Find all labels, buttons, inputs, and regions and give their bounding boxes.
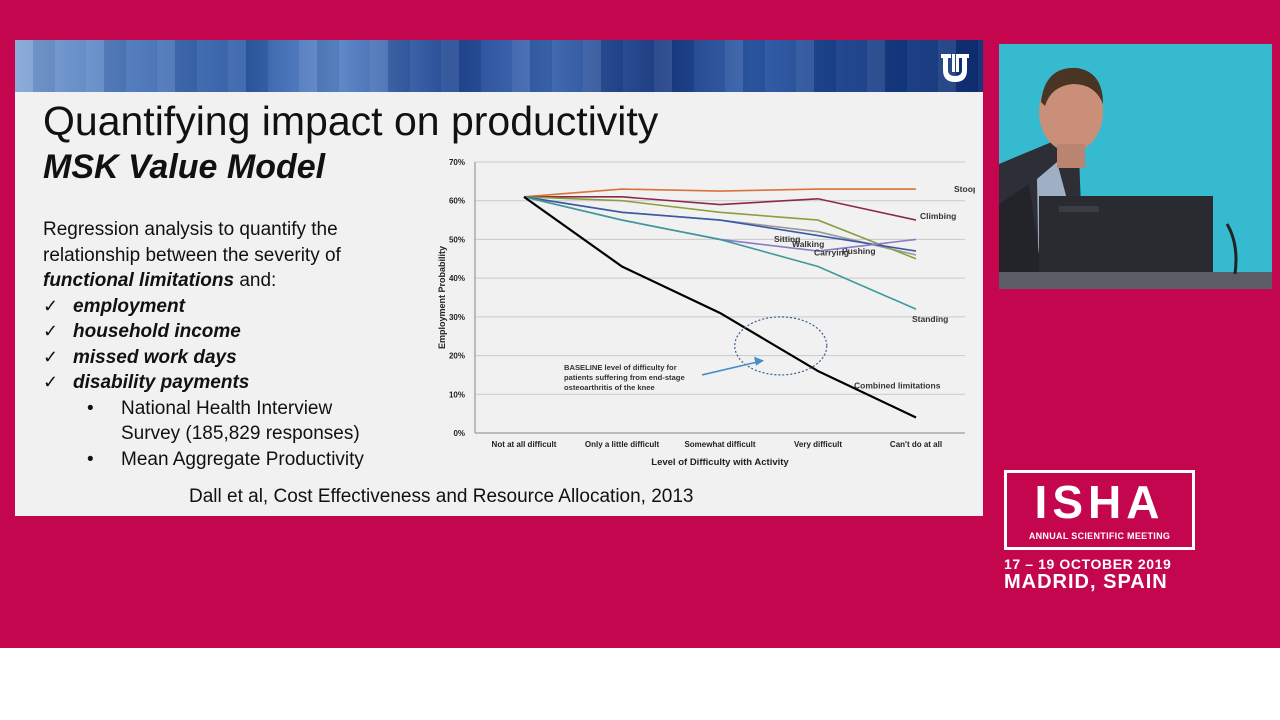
baseline-ellipse [734,316,828,376]
university-logo-icon [941,54,969,82]
series-label: Carrying [814,247,849,257]
bullet-text: Survey (185,829 responses) [121,423,360,444]
speaker-neck [1057,144,1085,168]
series-label: Combined limitations [854,381,941,391]
laptop-screen [1039,196,1213,276]
check-icon: ✓ [43,346,59,367]
check-icon: ✓ [43,321,59,341]
y-tick-label: 70% [449,158,465,167]
series-label: Walking [792,239,824,249]
x-tick-label: Only a little difficult [585,440,660,449]
slide-title: Quantifying impact on productivity [43,98,659,144]
y-tick-label: 10% [449,390,465,399]
slide-subtitle: MSK Value Model [43,148,326,186]
checklist-label: disability payments [73,372,250,393]
annotation-text: BASELINE level of difficulty for [564,363,677,372]
y-tick-label: 30% [449,313,465,322]
conference-logo: ISHA ANNUAL SCIENTIFIC MEETING [1004,470,1195,550]
slide-body: Regression analysis to quantify the rela… [43,217,423,472]
slide: Quantifying impact on productivity MSK V… [15,40,983,516]
check-icon: ✓ [43,372,59,392]
lectern [999,272,1272,289]
laptop-logo [1059,206,1099,212]
y-tick-label: 20% [449,352,465,361]
employment-probability-chart: 0% 10% 20% 30% 40% 50% 60% 70% Not at all diffic… [437,158,975,468]
y-tick-label: 0% [453,429,465,438]
series-line [523,195,917,419]
y-tick-label: 40% [449,274,465,283]
bullet-item: • Mean Aggregate Productivity [43,447,423,473]
bullet-item: • National Health Interview [43,396,423,422]
checklist-item: ✓ employment [43,294,423,320]
check-icon: ✓ [43,295,59,316]
annotation-text: patients suffering from end-stage [564,373,685,382]
bullet-text: National Health Interview [121,397,333,419]
conference-subtitle: ANNUAL SCIENTIFIC MEETING [1028,531,1171,541]
annotation-arrow [701,360,761,376]
intro-line-2: relationship between the severity of [43,244,341,266]
checklist-item: ✓ missed work days [43,345,423,371]
bottom-bar [0,648,1280,720]
checklist-item: ✓ disability payments [43,370,423,396]
speaker-hair [1041,67,1103,106]
conference-location: MADRID, SPAIN [1004,571,1168,593]
annotation-arrowhead [754,356,764,366]
conference-dates: 17 – 19 OCTOBER 2019 [1004,556,1172,572]
banner-pattern [15,40,983,92]
y-tick-label: 60% [449,197,465,206]
intro-line-3: functional limitations and: [43,268,423,294]
bullet-icon: • [87,448,94,470]
y-axis-label: Employment Probability [437,246,447,349]
x-tick-label: Somewhat difficult [684,440,755,449]
annotation-text: osteoarthritis of the knee [564,383,655,392]
checklist-label: employment [73,295,185,317]
series-line [524,196,917,221]
series-label: Standing [912,314,948,324]
intro-tail: and: [234,270,277,291]
checklist-label: missed work days [73,346,237,368]
speaker-head [1039,72,1103,152]
x-axis-label: Level of Difficulty with Activity [651,457,789,468]
series-line [523,196,917,310]
series-line [523,196,917,252]
y-tick-label: 50% [449,235,465,244]
checklist-label: household income [73,321,241,342]
intro-line-1: Regression analysis to quantify the [43,219,338,240]
series-label: Pushing [842,246,876,256]
citation: Dall et al, Cost Effectiveness and Resou… [189,486,694,507]
intro-emphasis: functional limitations [43,270,235,291]
x-tick-label: Not at all difficult [492,440,557,449]
checklist-item: ✓ household income [43,319,423,345]
series-line [523,188,916,198]
series-label: Climbing [920,211,956,221]
conference-name: ISHA [1034,476,1165,528]
bullet-text: Mean Aggregate Productivity [121,448,364,470]
series-label: Stooping [954,184,975,194]
series-label: Sitting [774,234,800,244]
slide-banner [15,40,983,92]
bullet-icon: • [87,397,94,419]
bullet-item-continuation: Survey (185,829 responses) [43,421,423,447]
speaker-arm [999,184,1044,289]
x-tick-label: Can't do at all [890,440,942,449]
speaker-video [999,44,1272,289]
series-line [523,196,917,260]
microphone [1225,223,1238,275]
x-tick-label: Very difficult [794,440,842,449]
